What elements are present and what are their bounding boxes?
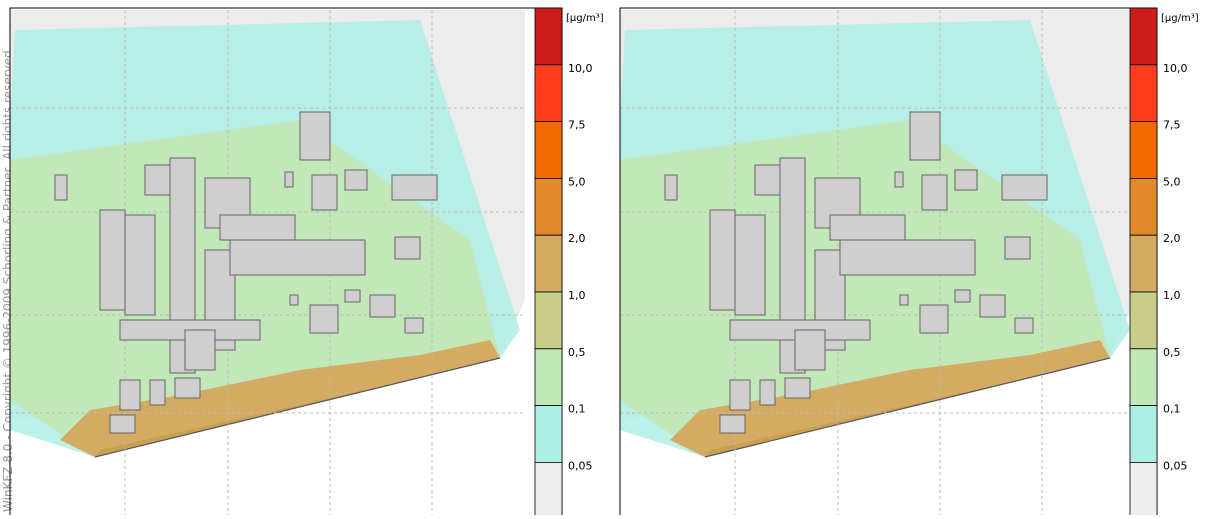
legend-bin	[535, 235, 562, 292]
legend-bin	[535, 65, 562, 122]
legend-bin	[535, 349, 562, 406]
legend-bin	[1130, 462, 1157, 515]
legend-bin	[535, 462, 562, 515]
map-panel	[10, 8, 562, 515]
legend-bin	[1130, 65, 1157, 122]
legend-bin	[1130, 349, 1157, 406]
legend-label: 1,0	[568, 289, 586, 302]
legend-bin	[1130, 235, 1157, 292]
legend-label: 7,5	[1163, 119, 1181, 132]
legend-label: 0,1	[568, 403, 586, 416]
legend-bin	[1130, 292, 1157, 349]
legend-unit: [µg/m³]	[1161, 13, 1199, 24]
legend-label: 2,0	[1163, 232, 1181, 245]
legend-bin	[1130, 178, 1157, 235]
legend-unit: [µg/m³]	[566, 13, 604, 24]
legend-bin	[535, 292, 562, 349]
legend-bin	[1130, 406, 1157, 463]
legend-label: 10,0	[1163, 62, 1188, 75]
legend-bin	[535, 406, 562, 463]
legend-label: 0,5	[1163, 346, 1181, 359]
legend-label: 0,1	[1163, 403, 1181, 416]
legend-bin	[1130, 122, 1157, 179]
legend-label: 5,0	[1163, 175, 1181, 188]
legend-label: 1,0	[1163, 289, 1181, 302]
legend-label: 10,0	[568, 62, 593, 75]
screen: WinKFZ 8.0 - Copyright © 1996-2009 Schor…	[0, 0, 1211, 515]
legend-bin	[535, 178, 562, 235]
legend-label: 0,05	[568, 459, 593, 472]
legend-label: 5,0	[568, 175, 586, 188]
legend-label: 0,05	[1163, 459, 1188, 472]
legend-bin	[535, 8, 562, 65]
legend-bin	[535, 122, 562, 179]
legend-label: 0,5	[568, 346, 586, 359]
page: {"copyright": "WinKFZ 8.0 - Copyright © …	[0, 0, 1211, 515]
legend-label: 7,5	[568, 119, 586, 132]
legend-label: 2,0	[568, 232, 586, 245]
map-panel	[620, 8, 1157, 515]
legend-bin	[1130, 8, 1157, 65]
